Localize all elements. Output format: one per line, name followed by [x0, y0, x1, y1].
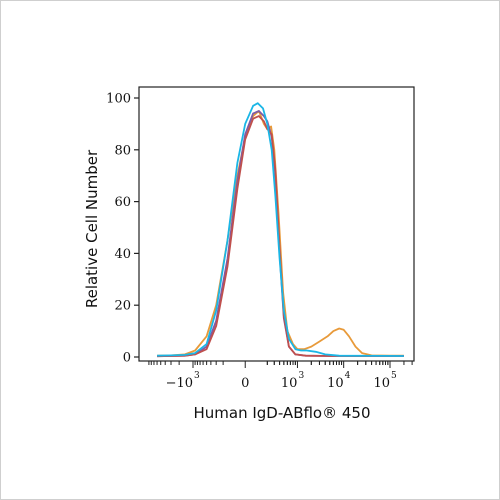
histogram-curve-3 [157, 115, 404, 358]
x-tick-label: 10 5 [373, 371, 397, 391]
y-axis-title: Relative Cell Number [83, 149, 101, 308]
y-tick-label: 0 [123, 351, 131, 366]
y-axis: 0 20 40 60 80 100 [106, 92, 139, 366]
x-tick-base: 10 [327, 376, 344, 391]
x-tick-base: −10 [166, 376, 193, 391]
y-tick-label: 60 [114, 195, 131, 210]
x-tick-exponent: 4 [345, 371, 351, 381]
x-tick-exponent: 3 [298, 371, 304, 381]
plot-border [138, 86, 415, 362]
y-tick-label: 20 [114, 299, 131, 314]
x-axis: −10 3 0 10 3 10 4 10 5 [148, 361, 413, 391]
x-tick-label: 10 3 [281, 371, 305, 391]
x-tick-base: 0 [241, 376, 249, 391]
histogram-curve-4 [157, 102, 404, 357]
y-tick-label: 80 [114, 143, 131, 158]
x-tick-exponent: 3 [194, 371, 200, 381]
histogram-curve-1 [157, 110, 404, 357]
x-tick-label: 10 4 [327, 371, 351, 391]
curves-layer [157, 102, 404, 358]
y-tick-label: 40 [114, 247, 131, 262]
x-tick-label: 0 [241, 376, 249, 391]
x-tick-label: −10 3 [166, 371, 200, 391]
y-tick-label: 100 [106, 92, 131, 107]
x-tick-base: 10 [373, 376, 390, 391]
x-tick-exponent: 5 [391, 371, 397, 381]
x-axis-title: Human IgD-ABflo® 450 [193, 404, 370, 422]
x-tick-base: 10 [281, 376, 298, 391]
plot-area [138, 86, 415, 362]
